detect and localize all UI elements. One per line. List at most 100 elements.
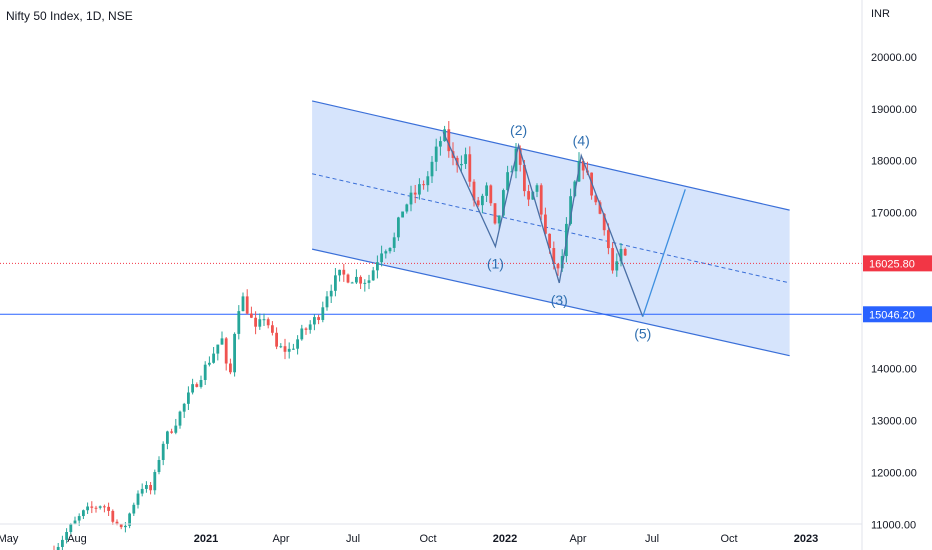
candle-body	[359, 276, 362, 284]
candle-body	[90, 506, 94, 508]
elliott-wave[interactable]	[442, 131, 686, 317]
x-tick-label: Jul	[346, 533, 360, 545]
price-axis[interactable]: 11000.0012000.0013000.0014000.0015000.00…	[871, 52, 917, 532]
x-tick-label: Apr	[272, 533, 289, 545]
candle-body	[468, 154, 472, 182]
time-axis[interactable]: May Aug 2021 Apr Jul Oct 2022 Apr Jul Oct 2023	[0, 533, 818, 545]
candle-body	[489, 185, 493, 204]
candle-body	[502, 190, 505, 216]
y-tick-label: 17000.00	[871, 208, 917, 220]
candle-body	[607, 230, 610, 249]
candle-body	[581, 160, 585, 171]
projection-path[interactable]	[642, 189, 686, 317]
candle-body	[569, 196, 572, 224]
candle-body	[544, 214, 547, 234]
candle-body	[418, 184, 421, 195]
candle-body	[250, 313, 253, 318]
candle-body	[535, 185, 539, 192]
candle-body	[531, 191, 535, 200]
candle-body	[174, 425, 178, 433]
candle-body	[187, 392, 190, 404]
channel-midline[interactable]	[311, 173, 790, 284]
candle-body	[556, 263, 560, 269]
candle-body	[166, 431, 169, 444]
current-price-tag	[863, 255, 932, 272]
candle-body	[346, 274, 350, 283]
channel-lower-line[interactable]	[311, 248, 790, 357]
candle-body	[602, 213, 606, 231]
candle-body	[153, 472, 157, 491]
candle-body	[145, 485, 148, 489]
candle-body	[363, 282, 367, 284]
x-tick-label: 2021	[194, 533, 218, 545]
y-tick-label: 13000.00	[871, 416, 917, 428]
candle-body	[523, 164, 526, 192]
candle-body	[128, 513, 131, 526]
x-tick-label: May	[0, 533, 19, 545]
wave-labels: (1) (2) (3) (4) (5)	[487, 122, 652, 342]
candle-body	[460, 163, 463, 166]
currency-label: INR	[871, 8, 890, 20]
candle-body	[266, 319, 270, 326]
candle-body	[325, 296, 329, 308]
candle-body	[271, 325, 274, 333]
chart-title: Nifty 50 Index, 1D, NSE	[6, 9, 133, 23]
candle-body	[132, 504, 136, 514]
candle-body	[191, 384, 194, 393]
y-tick-label: 20000.00	[871, 52, 917, 64]
x-tick-label: Apr	[569, 533, 586, 545]
candle-body	[384, 251, 388, 254]
candle-body	[623, 248, 627, 256]
candle-body	[317, 317, 320, 320]
candle-body	[338, 269, 341, 276]
price-tag-label: 15046.20	[869, 309, 915, 321]
candle-body	[619, 248, 623, 262]
candle-body	[308, 324, 312, 330]
candle-body	[447, 129, 451, 152]
candle-body	[279, 346, 283, 348]
candle-body	[73, 520, 77, 525]
horizontal-lines[interactable]	[0, 262, 862, 315]
candle-body	[287, 348, 291, 352]
candle-body	[481, 195, 484, 206]
candle-body	[275, 332, 278, 347]
candle-body	[98, 506, 102, 508]
candle-body	[65, 531, 68, 540]
candle-body	[527, 191, 530, 200]
x-tick-label: Oct	[419, 533, 436, 545]
candle-body	[69, 524, 73, 532]
candle-body	[203, 364, 207, 381]
x-tick-label: Aug	[67, 533, 87, 545]
candle-body	[233, 333, 236, 373]
candle-body	[518, 148, 522, 165]
candle-body	[506, 172, 509, 191]
candle-body	[313, 317, 316, 325]
candle-body	[304, 328, 308, 330]
candle-body	[107, 506, 110, 511]
price-tag-label: 16025.80	[869, 258, 915, 270]
candle-body	[254, 317, 257, 327]
wave-label: (1)	[487, 256, 504, 272]
candle-body	[82, 510, 85, 517]
candle-body	[476, 200, 480, 206]
candle-body	[485, 185, 488, 196]
x-tick-label: Jul	[645, 533, 659, 545]
channel-upper-line[interactable]	[311, 100, 790, 211]
candle-body	[552, 248, 556, 264]
candle-body	[283, 346, 287, 352]
candle-body	[334, 275, 337, 291]
candle-body	[140, 488, 144, 494]
candle-body	[258, 319, 262, 327]
candle-body	[573, 181, 577, 197]
candle-body	[539, 185, 543, 215]
candle-body	[56, 546, 60, 550]
wave-path[interactable]	[442, 131, 644, 317]
support-price-tag	[863, 306, 932, 323]
candle-body	[472, 181, 476, 201]
candle-body	[409, 192, 413, 205]
candle-body	[388, 247, 392, 252]
candle-body	[426, 176, 430, 186]
y-tick-label: 11000.00	[871, 520, 916, 532]
candle-body	[380, 253, 383, 263]
